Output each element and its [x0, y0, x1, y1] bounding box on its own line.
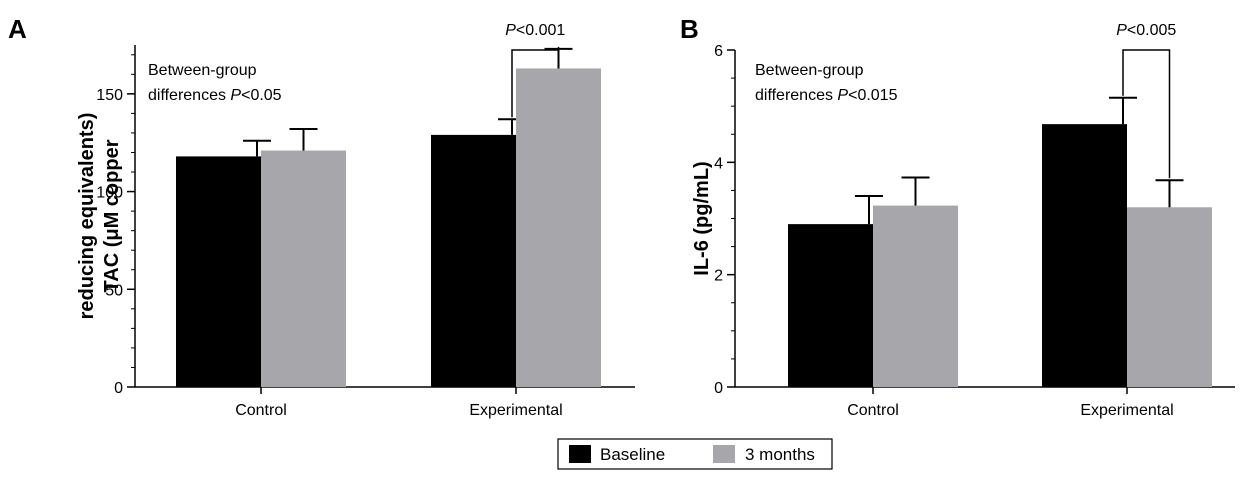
- significance-bracket: [511, 46, 560, 118]
- annotation-line1: Between-group: [755, 62, 864, 79]
- legend-swatch: [569, 445, 591, 463]
- bar: [873, 205, 958, 387]
- significance-value: <0.005: [1127, 22, 1176, 39]
- bar: [431, 134, 516, 387]
- bar: [1042, 124, 1127, 387]
- significance-label: P<0.001: [505, 22, 565, 39]
- legend-box: [557, 438, 833, 470]
- y-tick-label: 2: [714, 268, 723, 285]
- bar: [261, 150, 346, 387]
- y-tick-label: 50: [105, 282, 123, 299]
- significance-bracket: [1122, 49, 1171, 179]
- significance-value: <0.001: [516, 22, 565, 39]
- x-tick-label: Experimental: [1080, 402, 1173, 419]
- annotation-line2: differences P<0.015: [755, 87, 898, 104]
- x-tick-label: Control: [847, 402, 899, 419]
- panel-letter: A: [8, 14, 27, 44]
- y-axis-label: IL-6 (pg/mL): [691, 161, 713, 275]
- y-axis-label: reducing equivalents): [76, 113, 98, 320]
- panel-letter: B: [680, 14, 699, 44]
- y-tick-label: 0: [114, 380, 123, 397]
- annotation-line1: Between-group: [148, 62, 257, 79]
- x-tick-label: Control: [235, 402, 287, 419]
- y-tick-label: 100: [96, 185, 123, 202]
- annotation-p: P: [837, 87, 848, 104]
- bar: [1127, 207, 1212, 387]
- legend-swatch: [713, 445, 735, 463]
- bar: [176, 156, 261, 387]
- significance-label: P<0.005: [1116, 22, 1176, 39]
- annotation-value: <0.015: [848, 87, 897, 104]
- y-tick-label: 0: [714, 380, 723, 397]
- y-tick-label: 6: [714, 43, 723, 60]
- annotation-value: <0.05: [241, 87, 282, 104]
- y-tick-label: 4: [714, 155, 723, 172]
- annotation-prefix: differences: [148, 87, 230, 104]
- significance-p: P: [1116, 22, 1127, 39]
- y-axis-label: TAC (μM copper: [101, 139, 123, 292]
- annotation-prefix: differences: [755, 87, 837, 104]
- annotation-line2: differences P<0.05: [148, 87, 282, 104]
- x-tick-label: Experimental: [469, 402, 562, 419]
- legend-label: Baseline: [600, 445, 665, 464]
- legend: Baseline 3 months: [557, 438, 833, 470]
- bar: [516, 68, 601, 388]
- annotation-p: P: [230, 87, 241, 104]
- legend-label: 3 months: [745, 445, 815, 464]
- bar: [788, 224, 873, 387]
- y-tick-label: 150: [96, 87, 123, 104]
- significance-p: P: [505, 22, 516, 39]
